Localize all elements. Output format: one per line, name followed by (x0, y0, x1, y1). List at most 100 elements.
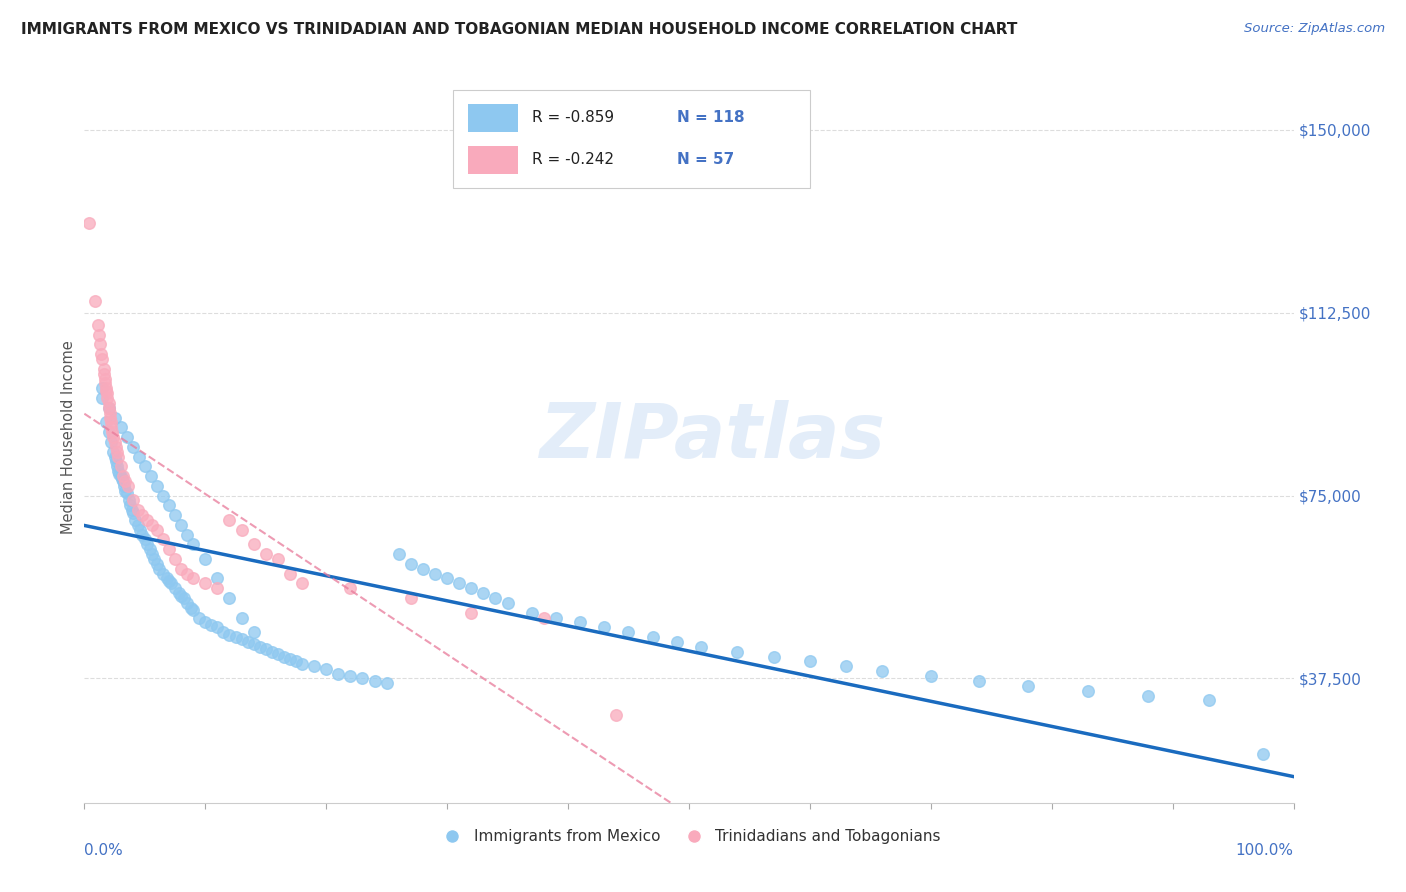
Point (86, 318, 108, 332)
Point (84, 293, 107, 308)
Point (423, 566, 446, 581)
Point (110, 420, 132, 434)
Point (449, 576, 471, 591)
Point (146, 557, 169, 571)
Point (170, 517, 193, 532)
Point (87, 327, 110, 342)
Point (170, 589, 193, 603)
Point (460, 606, 482, 620)
Point (460, 581, 482, 595)
Point (363, 673, 385, 688)
Point (124, 513, 146, 527)
Point (91, 352, 114, 367)
Point (96, 391, 118, 405)
Point (139, 469, 162, 483)
Point (131, 527, 153, 541)
Point (94, 384, 117, 398)
Point (188, 610, 211, 624)
Point (242, 637, 264, 651)
Point (181, 603, 204, 617)
Point (121, 440, 143, 454)
Point (496, 596, 519, 610)
Point (328, 666, 350, 681)
Point (436, 572, 458, 586)
Point (134, 533, 156, 547)
Point (170, 562, 193, 576)
Point (103, 444, 125, 458)
Point (104, 440, 127, 454)
Point (104, 450, 127, 464)
Point (200, 617, 222, 632)
Point (114, 483, 136, 498)
Point (152, 566, 174, 581)
Point (176, 596, 198, 610)
Point (100, 420, 122, 434)
Point (260, 645, 283, 659)
Point (91, 391, 114, 405)
Point (181, 537, 204, 551)
Point (218, 591, 240, 605)
Point (165, 581, 187, 595)
Point (160, 576, 183, 591)
Point (605, 708, 627, 723)
Point (762, 649, 785, 664)
Point (231, 610, 253, 624)
Point (112, 474, 135, 488)
Point (94, 416, 117, 430)
Point (120, 499, 142, 513)
Point (98, 410, 121, 425)
Point (118, 493, 141, 508)
Point (254, 547, 277, 561)
Point (388, 547, 411, 561)
Point (835, 659, 858, 673)
Point (967, 673, 990, 688)
Point (207, 581, 229, 595)
Point (141, 517, 163, 532)
Point (641, 630, 664, 644)
Point (291, 657, 314, 671)
Point (93, 361, 115, 376)
Point (236, 635, 259, 649)
Point (533, 610, 555, 624)
Point (569, 615, 592, 630)
Text: N = 57: N = 57 (676, 153, 734, 168)
Legend: Immigrants from Mexico, Trinidadians and Tobagonians: Immigrants from Mexico, Trinidadians and… (432, 822, 946, 850)
Point (225, 630, 247, 644)
Point (278, 566, 301, 581)
Point (89, 337, 111, 351)
Point (97, 401, 120, 415)
Point (104, 410, 127, 425)
Point (90, 347, 112, 361)
Point (152, 489, 174, 503)
Point (104, 434, 127, 449)
Point (799, 654, 821, 668)
Point (107, 464, 129, 478)
Point (412, 562, 434, 576)
Point (146, 479, 169, 493)
Text: 0.0%: 0.0% (84, 843, 124, 858)
Point (617, 625, 640, 640)
Point (157, 542, 180, 557)
Text: 100.0%: 100.0% (1236, 843, 1294, 858)
Point (77, 215, 100, 229)
Point (91, 381, 114, 395)
Point (112, 469, 135, 483)
Point (399, 557, 422, 571)
Point (242, 625, 264, 640)
Point (1077, 683, 1099, 698)
Point (339, 669, 361, 683)
Point (128, 450, 150, 464)
Point (278, 652, 301, 666)
Point (121, 493, 143, 508)
Point (218, 513, 240, 527)
Point (101, 425, 124, 440)
Point (105, 444, 128, 458)
Point (484, 591, 506, 605)
Point (242, 537, 264, 551)
Point (97, 401, 120, 415)
Point (284, 654, 308, 668)
Point (143, 552, 166, 566)
Point (315, 662, 337, 676)
Point (194, 576, 217, 591)
Point (103, 430, 125, 444)
